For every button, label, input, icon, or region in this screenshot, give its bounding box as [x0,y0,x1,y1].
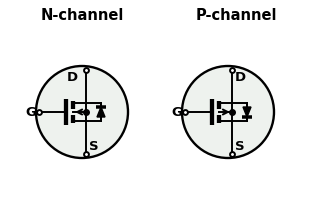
Text: G: G [171,106,182,119]
Text: D: D [235,71,246,84]
Text: N-channel: N-channel [40,8,124,23]
Circle shape [36,66,128,158]
Polygon shape [243,107,251,117]
Text: D: D [67,71,78,84]
Text: P-channel: P-channel [195,8,277,23]
Text: G: G [25,106,36,119]
Text: S: S [89,140,99,153]
Circle shape [182,66,274,158]
Polygon shape [97,107,105,117]
Text: S: S [235,140,245,153]
